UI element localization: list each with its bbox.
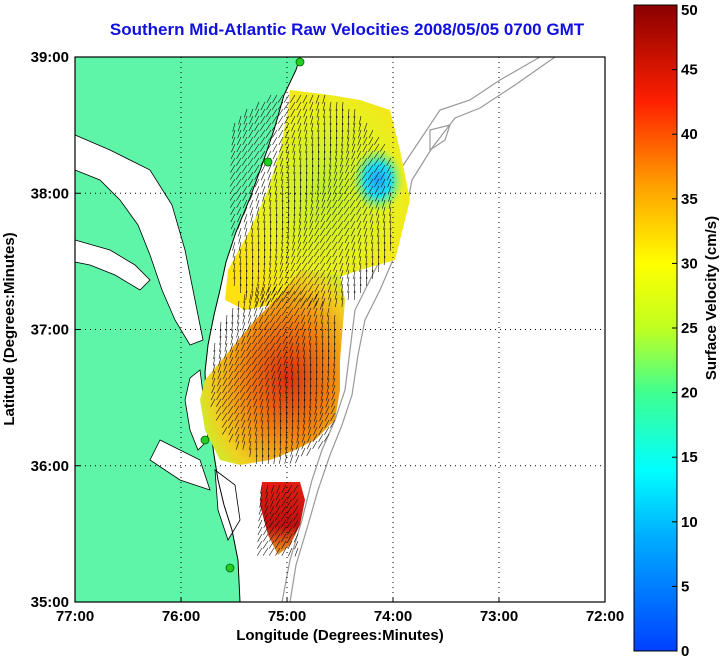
colorbar-tick-label: 40: [681, 126, 698, 143]
colorbar-tick-label: 20: [681, 385, 698, 402]
velocity-field-south: [200, 270, 345, 465]
colorbar: [633, 4, 678, 652]
colorbar-tick-label: 30: [681, 255, 698, 272]
x-axis-label: Longitude (Degrees:Minutes): [236, 627, 444, 644]
y-tick-label: 35:00: [31, 594, 69, 611]
y-tick-label: 36:00: [31, 458, 69, 475]
x-tick-label: 76:00: [162, 608, 200, 625]
x-tick-label: 72:00: [586, 608, 624, 625]
velocity-field: [200, 90, 410, 557]
y-axis-label: Latitude (Degrees:Minutes): [1, 232, 18, 425]
colorbar-tick-label: 50: [681, 2, 698, 19]
x-tick-label: 75:00: [268, 608, 306, 625]
x-tick-label: 77:00: [56, 608, 94, 625]
current-vector-arrows: [210, 94, 392, 557]
colorbar-tick-label: 35: [681, 191, 698, 208]
chart-title: Southern Mid-Atlantic Raw Velocities 200…: [109, 20, 585, 39]
colorbar-tick-label: 25: [681, 320, 698, 337]
x-tick-label: 73:00: [480, 608, 518, 625]
colorbar-tick-label: 15: [681, 449, 698, 466]
x-tick-label: 74:00: [374, 608, 412, 625]
colorbar-tick-label: 5: [681, 578, 689, 595]
colorbar-label: Surface Velocity (cm/s): [703, 216, 720, 380]
y-tick-label: 37:00: [31, 322, 69, 339]
colorbar-tick-label: 10: [681, 514, 698, 531]
y-axis: 39:00 38:00 37:00 36:00 35:00: [31, 49, 80, 611]
x-axis: 77:00 76:00 75:00 74:00 73:00 72:00: [56, 597, 624, 625]
velocity-field-north: [225, 90, 410, 310]
gridlines: [75, 57, 605, 602]
y-tick-label: 38:00: [31, 185, 69, 202]
hf-radar-stations: [200, 57, 305, 573]
colorbar-tick-label: 45: [681, 62, 698, 79]
bathymetry-contours: [281, 56, 556, 603]
colorbar-tick-label: 0: [681, 643, 689, 659]
y-tick-label: 39:00: [31, 49, 69, 66]
